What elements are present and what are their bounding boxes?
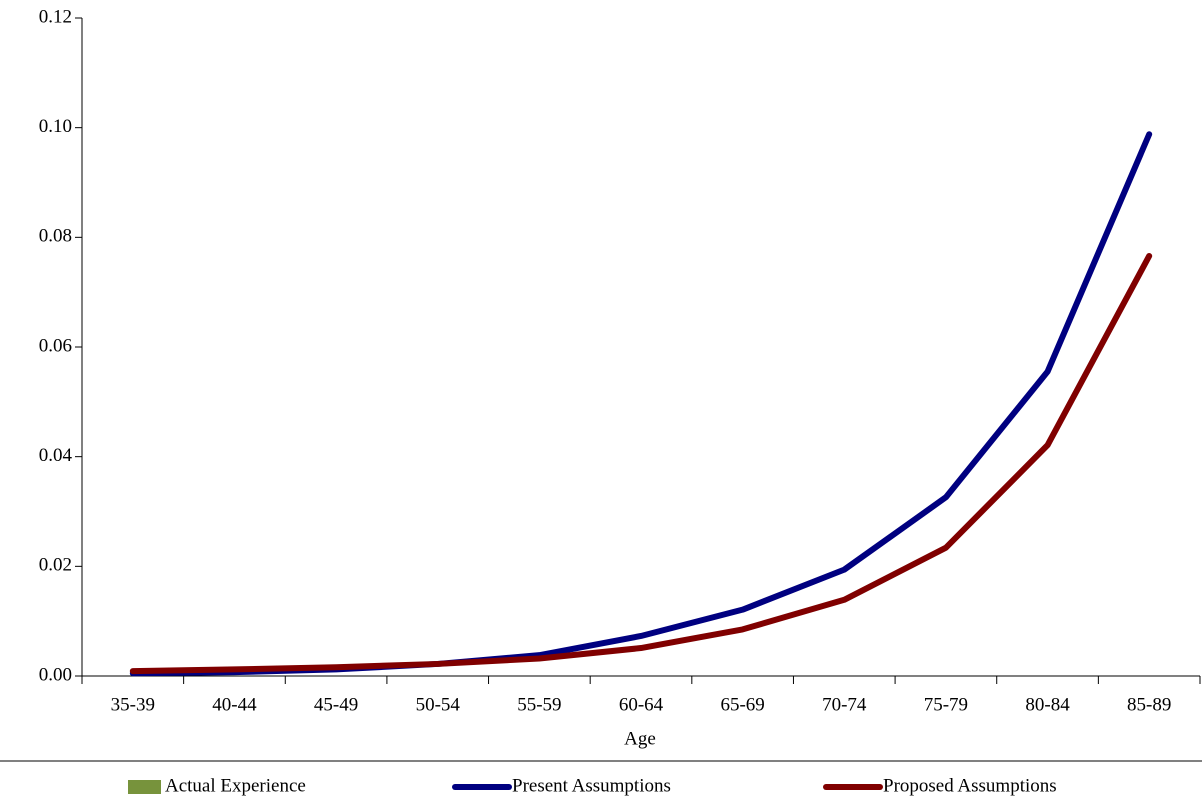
series-line — [129, 131, 1153, 677]
x-tick-label: 75-79 — [924, 694, 968, 715]
x-tick-label: 70-74 — [822, 694, 867, 715]
x-tick-label: 40-44 — [212, 694, 257, 715]
x-tick-label: 80-84 — [1025, 694, 1070, 715]
legend-label: Actual Experience — [165, 775, 306, 796]
y-tick-label: 0.04 — [39, 445, 73, 466]
y-tick-label: 0.10 — [39, 116, 72, 137]
x-tick-label: 35-39 — [111, 694, 155, 715]
x-axis-label: Age — [624, 728, 656, 749]
series-line — [129, 252, 1153, 675]
y-tick-label: 0.02 — [39, 555, 72, 576]
x-tick-label: 85-89 — [1127, 694, 1171, 715]
x-tick-label: 60-64 — [619, 694, 664, 715]
y-tick-label: 0.08 — [39, 226, 72, 247]
x-tick-label: 45-49 — [314, 694, 358, 715]
x-tick-label: 65-69 — [720, 694, 764, 715]
x-tick-label: 50-54 — [416, 694, 461, 715]
legend-label: Proposed Assumptions — [883, 775, 1057, 796]
y-tick-label: 0.06 — [39, 335, 72, 356]
x-tick-label: 55-59 — [517, 694, 561, 715]
legend-label: Present Assumptions — [512, 775, 671, 796]
y-tick-label: 0.00 — [39, 664, 72, 685]
legend-swatch — [128, 780, 161, 794]
y-tick-label: 0.12 — [39, 6, 72, 27]
